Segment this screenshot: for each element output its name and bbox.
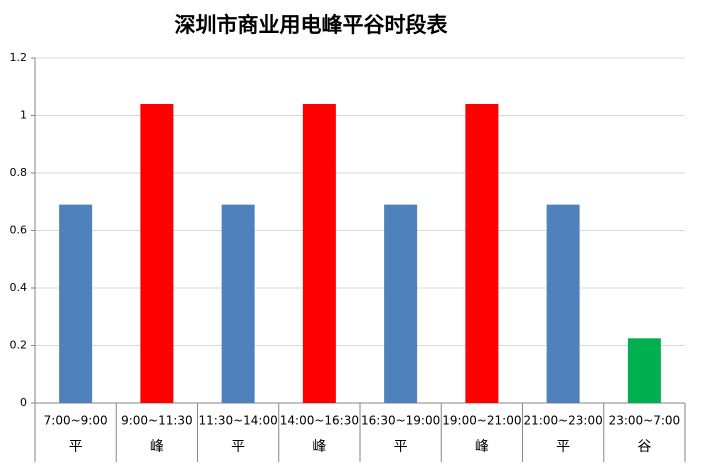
x-group-label: 平 — [556, 439, 570, 455]
x-group-label: 谷 — [637, 439, 651, 455]
x-group-label: 平 — [69, 439, 83, 455]
y-tick-label: 0.8 — [10, 166, 28, 179]
y-tick-label: 1 — [20, 109, 27, 122]
bar — [546, 204, 580, 403]
x-tick-label: 14:00~16:30 — [280, 414, 359, 428]
x-group-label: 平 — [231, 439, 245, 455]
bar — [59, 204, 93, 403]
x-tick-label: 9:00~11:30 — [121, 414, 193, 428]
bar — [384, 204, 418, 403]
x-tick-label: 7:00~9:00 — [44, 414, 108, 428]
bar — [140, 104, 174, 403]
y-tick-label: 0 — [20, 396, 27, 409]
bar — [221, 204, 255, 403]
bar — [465, 104, 499, 403]
y-tick-label: 0.2 — [10, 339, 28, 352]
x-tick-label: 23:00~7:00 — [609, 414, 681, 428]
x-tick-label: 16:30~19:00 — [361, 414, 440, 428]
x-group-label: 峰 — [312, 439, 326, 455]
y-tick-label: 0.6 — [10, 224, 28, 237]
y-tick-label: 1.2 — [10, 51, 28, 64]
chart-title: 深圳市商业用电峰平谷时段表 — [175, 13, 449, 37]
y-tick-label: 0.4 — [10, 281, 28, 294]
bar — [627, 338, 661, 403]
x-tick-label: 19:00~21:00 — [442, 414, 521, 428]
x-tick-label: 11:30~14:00 — [199, 414, 278, 428]
x-group-label: 峰 — [150, 439, 164, 455]
bar — [302, 104, 336, 403]
x-group-label: 平 — [394, 439, 408, 455]
x-group-label: 峰 — [475, 439, 489, 455]
x-tick-label: 21:00~23:00 — [524, 414, 603, 428]
